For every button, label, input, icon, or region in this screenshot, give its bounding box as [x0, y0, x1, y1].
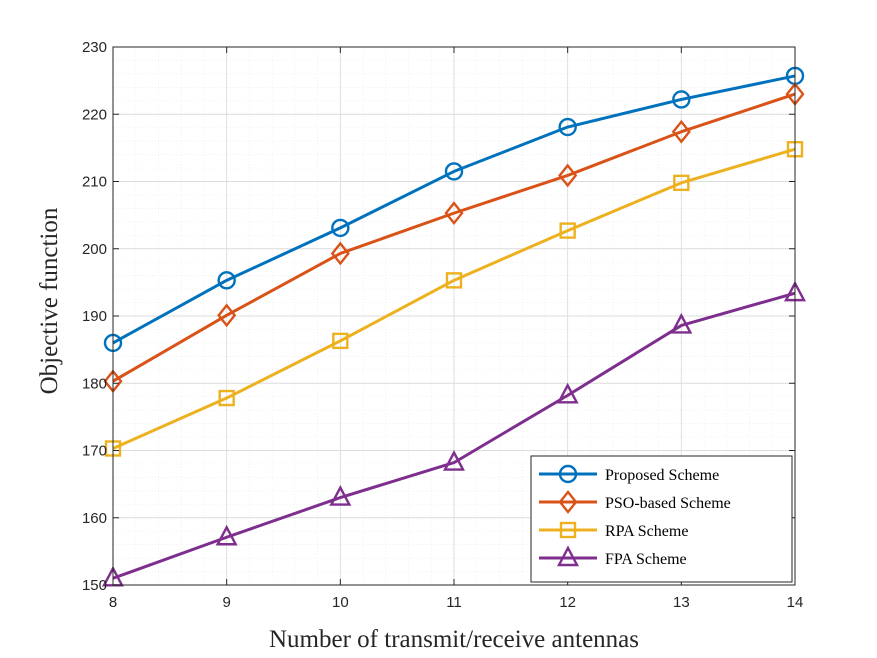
series-3-point [559, 222, 576, 239]
series-line-1 [112, 74, 796, 345]
legend: Proposed Scheme PSO-based Scheme RPA Schem… [530, 455, 793, 583]
legend-marker-2 [558, 490, 578, 514]
series-2-point [217, 303, 237, 328]
y-tick-labels: 150 160 170 180 190 200 210 220 230 [82, 39, 107, 594]
series-lines [112, 74, 796, 580]
series-2-point [330, 241, 350, 266]
x-tick-label: 13 [673, 594, 690, 611]
y-tick-label: 210 [82, 174, 107, 191]
x-tick-label: 11 [446, 594, 462, 611]
series-3-point [445, 272, 463, 289]
x-tick-label: 9 [222, 594, 230, 611]
legend-label-1: Proposed Scheme [605, 467, 719, 484]
series-line-2 [112, 92, 796, 383]
x-axis-label: Number of transmit/receive antennas [269, 626, 639, 653]
series-line-3 [112, 147, 796, 450]
y-tick-label: 170 [82, 443, 107, 460]
x-tick-label: 10 [332, 594, 349, 611]
series-4-point [443, 450, 465, 471]
legend-label-3: RPA Scheme [605, 523, 688, 540]
series-4-point [329, 485, 352, 506]
y-tick-label: 180 [82, 375, 107, 392]
x-tick-label: 14 [787, 594, 804, 611]
series-1-point [672, 90, 691, 109]
x-tick-labels: 8 9 10 11 12 13 14 [109, 594, 804, 611]
y-tick-label: 160 [82, 510, 107, 527]
legend-marker-4 [557, 545, 579, 567]
y-tick-label: 150 [82, 577, 107, 594]
y-tick-label: 200 [82, 241, 107, 258]
series-1-point [444, 162, 464, 181]
axis-ticks [112, 46, 796, 586]
series-2-point [444, 201, 464, 226]
series-3-point [673, 174, 690, 192]
series-1-point [331, 218, 350, 238]
series-line-4 [112, 291, 796, 580]
y-tick-label: 220 [82, 106, 107, 123]
series-1-point [558, 117, 577, 137]
legend-label-2: PSO-based Scheme [605, 495, 731, 512]
legend-marker-1 [558, 464, 578, 484]
series-4-point [670, 312, 693, 334]
y-axis-label: Objective function [36, 207, 63, 394]
legend-marker-3 [559, 521, 577, 539]
series-4-point [215, 524, 238, 546]
series-3-point [218, 389, 235, 407]
series-1-point [217, 271, 236, 290]
x-tick-label: 12 [559, 594, 576, 611]
series-2-point [671, 119, 691, 144]
y-tick-label: 190 [82, 308, 107, 325]
x-tick-label: 8 [109, 594, 117, 611]
y-tick-label: 230 [82, 39, 107, 56]
series-3-point [332, 332, 349, 350]
legend-label-4: FPA Scheme [605, 551, 687, 568]
series-2-point [558, 163, 578, 188]
series-4-point [556, 382, 579, 404]
